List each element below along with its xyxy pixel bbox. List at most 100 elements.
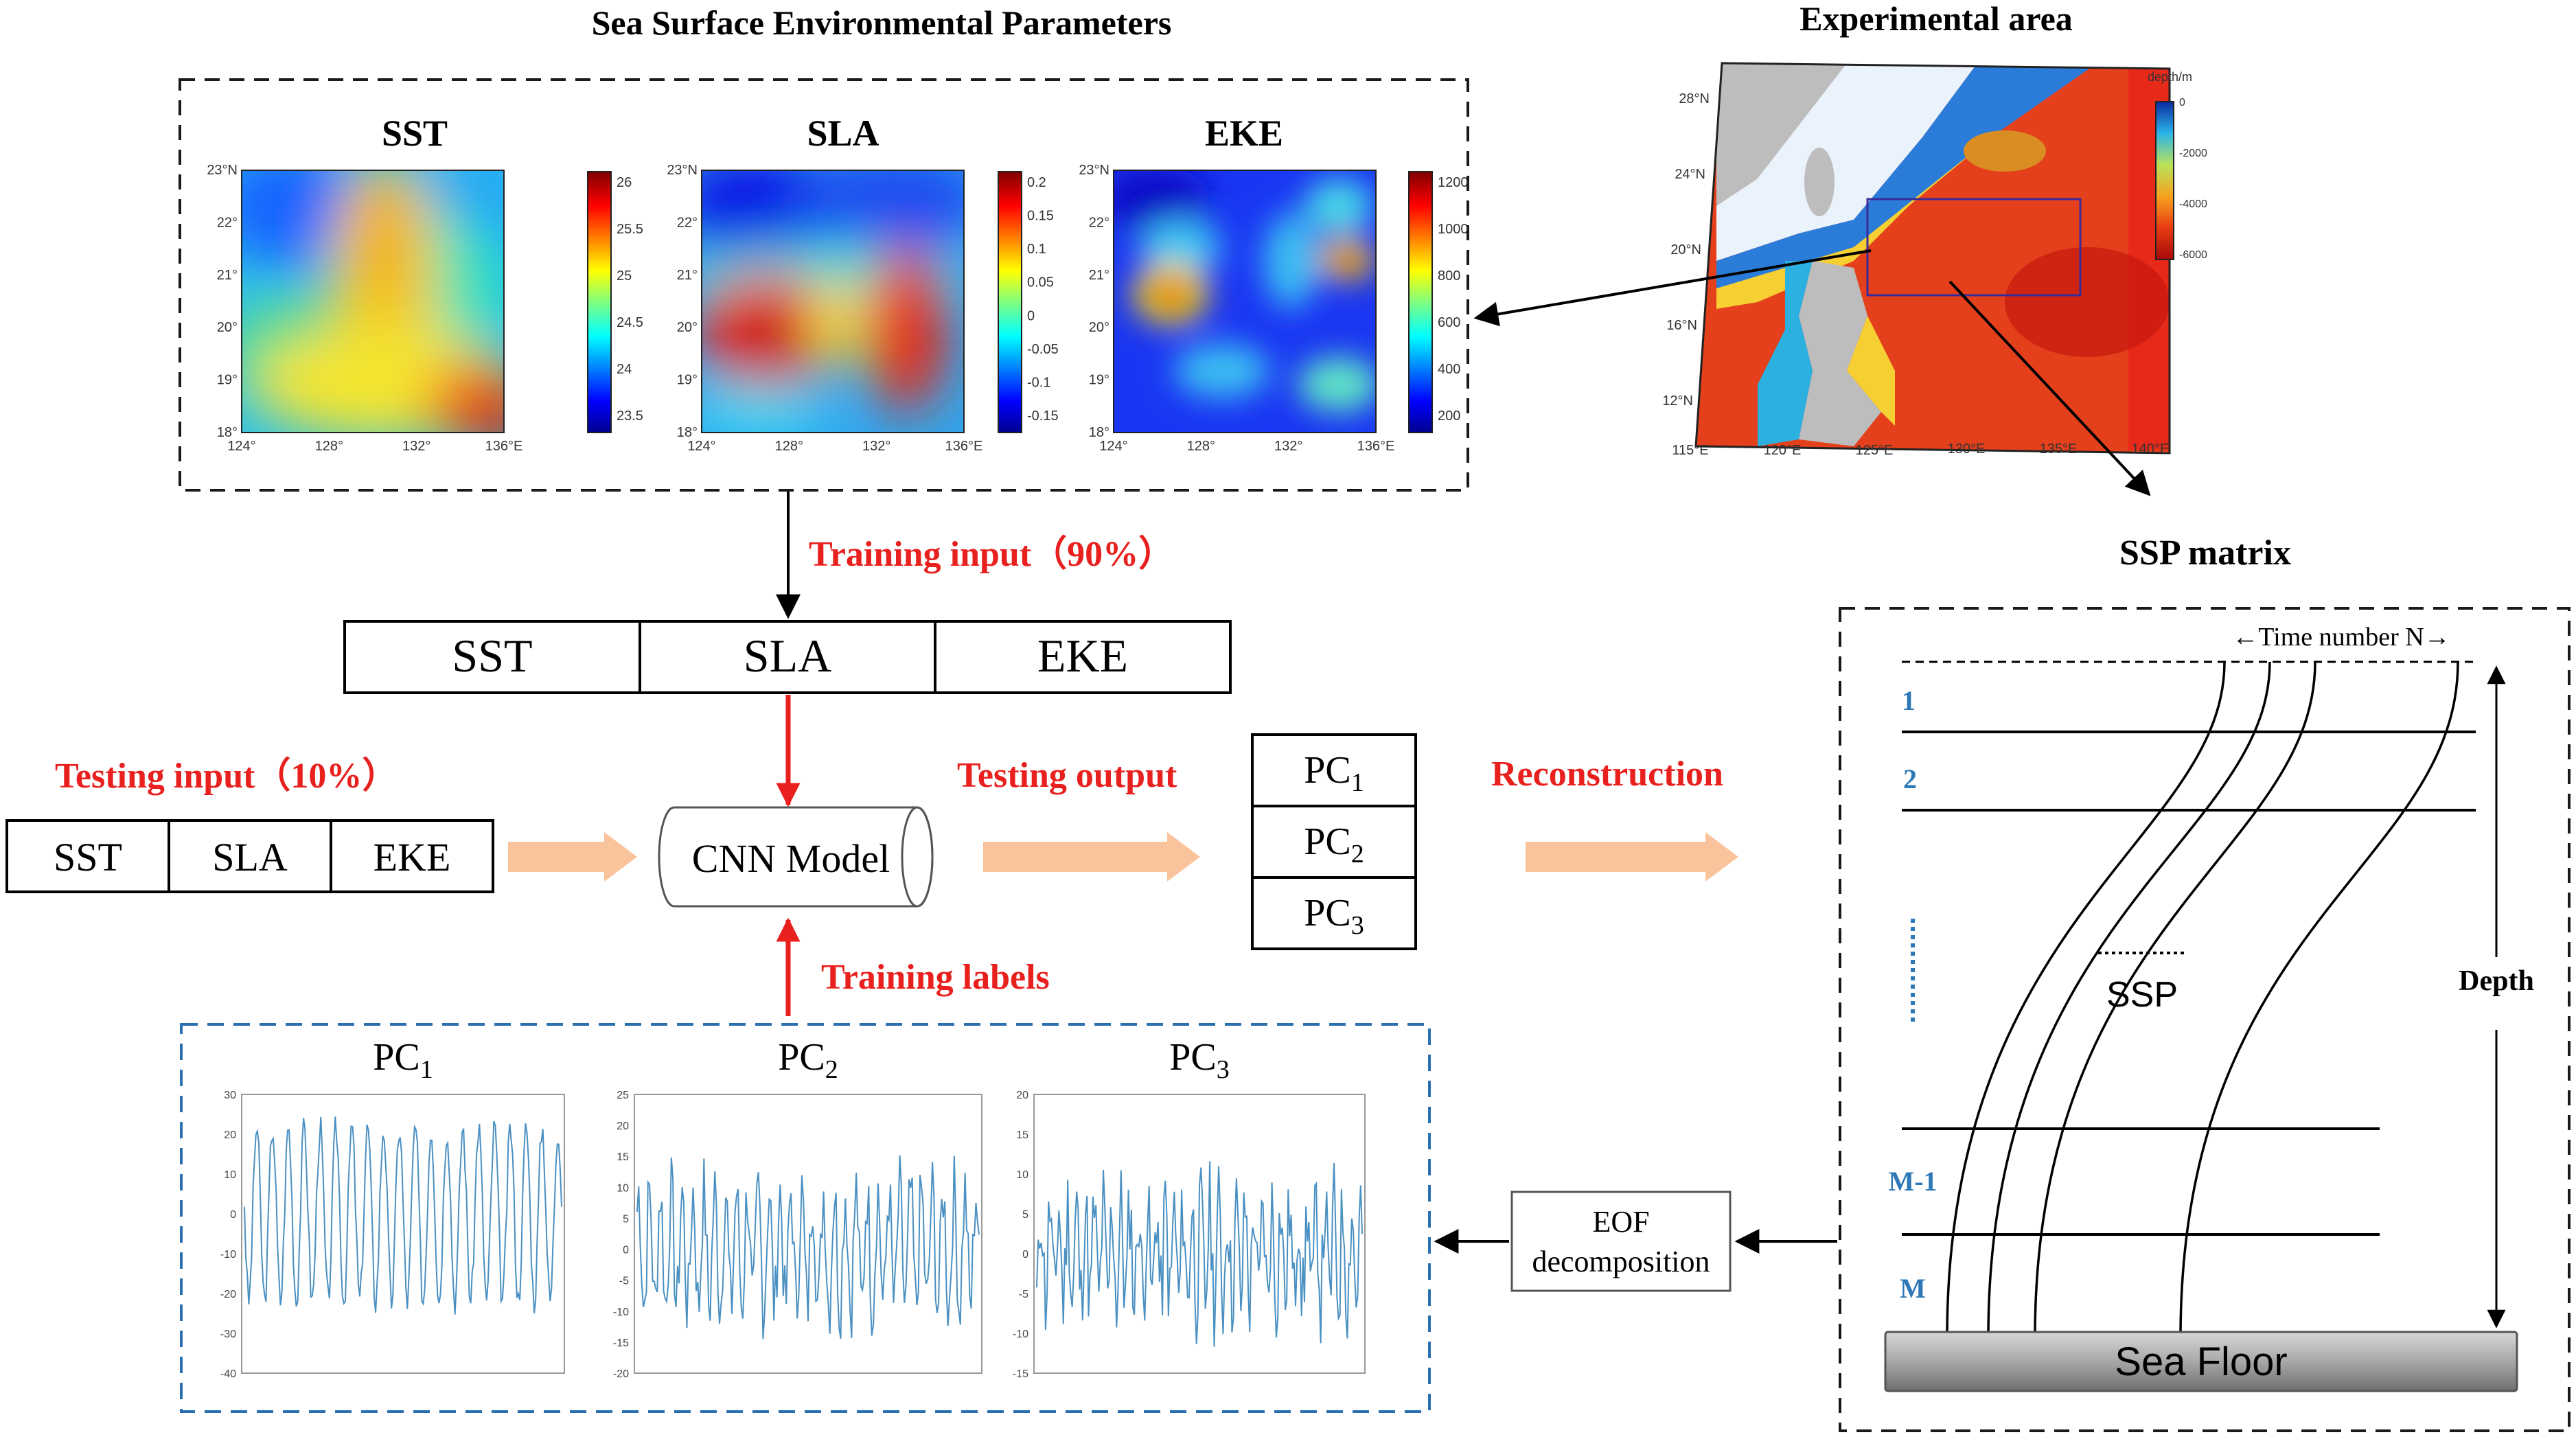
map-colorbar-label: 800 — [1438, 268, 1460, 284]
map-colorbar-label: 200 — [1438, 409, 1460, 424]
small-input-sla: SLA — [212, 835, 288, 880]
exp-xtick-label: 135°E — [2040, 441, 2078, 457]
pc-ytick-label: 10 — [1016, 1169, 1028, 1181]
exp-xtick-label: 140°E — [2132, 441, 2170, 457]
map-colorbar-label: 25.5 — [617, 222, 643, 237]
pc-plot-title: PC1 — [373, 1036, 433, 1084]
cnn-model-node: CNN Model — [658, 806, 934, 908]
pc-ytick-label: 10 — [617, 1182, 629, 1194]
orange-arrow-3 — [1526, 832, 1738, 882]
sla-map: SLA — [701, 113, 1022, 433]
orange-arrow-2 — [983, 832, 1200, 882]
pc-series-line — [636, 1155, 980, 1340]
map-xtick-label: 128° — [775, 439, 803, 454]
map-colorbar-label: 600 — [1438, 315, 1460, 330]
pc-ytick-label: 25 — [617, 1090, 629, 1101]
pc-series-line — [244, 1116, 562, 1315]
exp-xtick-label: 125°E — [1856, 443, 1894, 458]
map-colorbar-label: 26 — [617, 175, 632, 190]
map-xtick-label: 132° — [862, 439, 890, 454]
eof-label-line1: EOF — [1592, 1205, 1649, 1239]
pc-output-boxes: PC1 PC2 PC3 — [1251, 733, 1417, 950]
exp-colorbar-title: depth/m — [2148, 70, 2192, 84]
pc-ytick-label: 0 — [1022, 1249, 1028, 1261]
pc-series-line — [1036, 1161, 1363, 1347]
map-ytick-label: 18° — [217, 425, 238, 440]
pc-ytick-label: -10 — [1013, 1329, 1028, 1340]
pc-ytick-label: 10 — [224, 1169, 236, 1181]
layer-label-m-1: M-1 — [1888, 1166, 1937, 1197]
map-ytick-label: 22° — [217, 215, 238, 230]
pc-output-3: PC3 — [1304, 892, 1364, 940]
ssp-matrix-panel: ←Time number N→ 1 2 M-1 M SSP Depth Sea … — [1839, 607, 2571, 1432]
big-input-sst: SST — [452, 630, 532, 682]
map-colorbar-label: -0.05 — [1027, 342, 1059, 357]
orange-arrow-1 — [508, 832, 637, 882]
pc-ytick-label: 0 — [230, 1209, 236, 1221]
pc-ytick-label: 20 — [617, 1120, 629, 1132]
pc-ytick-label: -20 — [613, 1368, 629, 1380]
pc-ytick-label: -30 — [220, 1329, 236, 1340]
experimental-map-tick-labels: 28°N 24°N 20°N 16°N 12°N 115°E 120°E 125°E 130°E… — [1662, 70, 2207, 458]
time-number-label: ←Time number N→ — [2232, 623, 2450, 652]
pc-plot-3: PC3 20 15 10 5 0 -5 -10 -15 — [1013, 1036, 1366, 1380]
exp-colorbar-label: -4000 — [2179, 198, 2207, 210]
pc-ytick-label: -5 — [1019, 1289, 1028, 1300]
map-colorbar-label: 0.15 — [1027, 209, 1054, 224]
pc-ytick-label: -5 — [619, 1276, 629, 1287]
sea-surface-dashed-frame — [179, 78, 1469, 492]
ssp-matrix-title: SSP matrix — [2119, 533, 2291, 573]
map-colorbar-label: 400 — [1438, 362, 1460, 377]
training-input-label: Training input（90%） — [809, 534, 1174, 574]
pc-ytick-label: -10 — [220, 1249, 236, 1261]
training-input-boxes: SST SLA EKE — [343, 620, 1232, 694]
experimental-area-map — [1694, 62, 2174, 455]
pc-plot-axes — [241, 1094, 565, 1374]
pc-ytick-label: -15 — [1013, 1368, 1028, 1380]
layer-label-1: 1 — [1902, 685, 1916, 716]
pc-plot-1: PC1 30 20 10 0 -10 -20 -30 -40 — [220, 1036, 565, 1380]
pc-ytick-label: 20 — [224, 1129, 236, 1141]
map-colorbar-label: 24 — [617, 362, 632, 377]
testing-output-label: Testing output — [957, 756, 1177, 795]
exp-colorbar-label: -6000 — [2179, 249, 2207, 261]
pc-output-2: PC2 — [1304, 820, 1364, 869]
map-ytick-label: 18° — [1089, 425, 1109, 440]
exp-ytick-label: 12°N — [1662, 393, 1693, 409]
map-colorbar-label: 0 — [1027, 308, 1035, 323]
map-ytick-label: 21° — [1089, 268, 1109, 283]
exp-colorbar-label: -2000 — [2179, 148, 2207, 159]
pc-ytick-label: 15 — [617, 1151, 629, 1163]
map-xtick-label: 124° — [687, 439, 715, 454]
training-labels-label: Training labels — [821, 958, 1050, 997]
sst-map: SST — [241, 113, 612, 433]
sea-floor-bar — [1884, 1331, 2518, 1392]
map-colorbar-label: 0.2 — [1027, 175, 1046, 190]
map-xtick-label: 136°E — [485, 439, 523, 454]
eke-map-title: EKE — [1205, 113, 1283, 154]
experimental-area-title: Experimental area — [1799, 0, 2073, 38]
pc-plots: PC1 30 20 10 0 -10 -20 -30 -40 PC2 25 20 15 10 5 0 -5 -10… — [220, 1036, 1366, 1380]
map-xtick-label: 128° — [315, 439, 343, 454]
map-ytick-label: 23°N — [667, 163, 698, 178]
exp-ytick-label: 20°N — [1670, 242, 1701, 257]
map-xtick-label: 124° — [227, 439, 255, 454]
map-colorbar-label: 24.5 — [617, 315, 643, 330]
map-ytick-label: 21° — [217, 268, 238, 283]
small-input-eke: EKE — [373, 835, 451, 880]
pc-ytick-label: 20 — [1016, 1090, 1028, 1101]
map-ytick-label: 19° — [217, 373, 238, 388]
map-xtick-label: 136°E — [945, 439, 983, 454]
sea-surface-title: Sea Surface Environmental Parameters — [592, 3, 1172, 42]
exp-xtick-label: 120°E — [1764, 443, 1802, 458]
map-ytick-label: 23°N — [1079, 163, 1109, 178]
map-colorbar-label: 25 — [617, 268, 632, 284]
arrow-exp-to-ssp — [1948, 280, 2151, 496]
map-ytick-label: 20° — [677, 320, 698, 335]
pc-ytick-label: 15 — [1016, 1129, 1028, 1141]
pc-output-1: PC1 — [1304, 749, 1364, 797]
pc-plot-2: PC2 25 20 15 10 5 0 -5 -10 -15 -20 — [613, 1036, 982, 1380]
map-ytick-label: 23°N — [207, 163, 238, 178]
exp-xtick-label: 130°E — [1948, 441, 1986, 457]
